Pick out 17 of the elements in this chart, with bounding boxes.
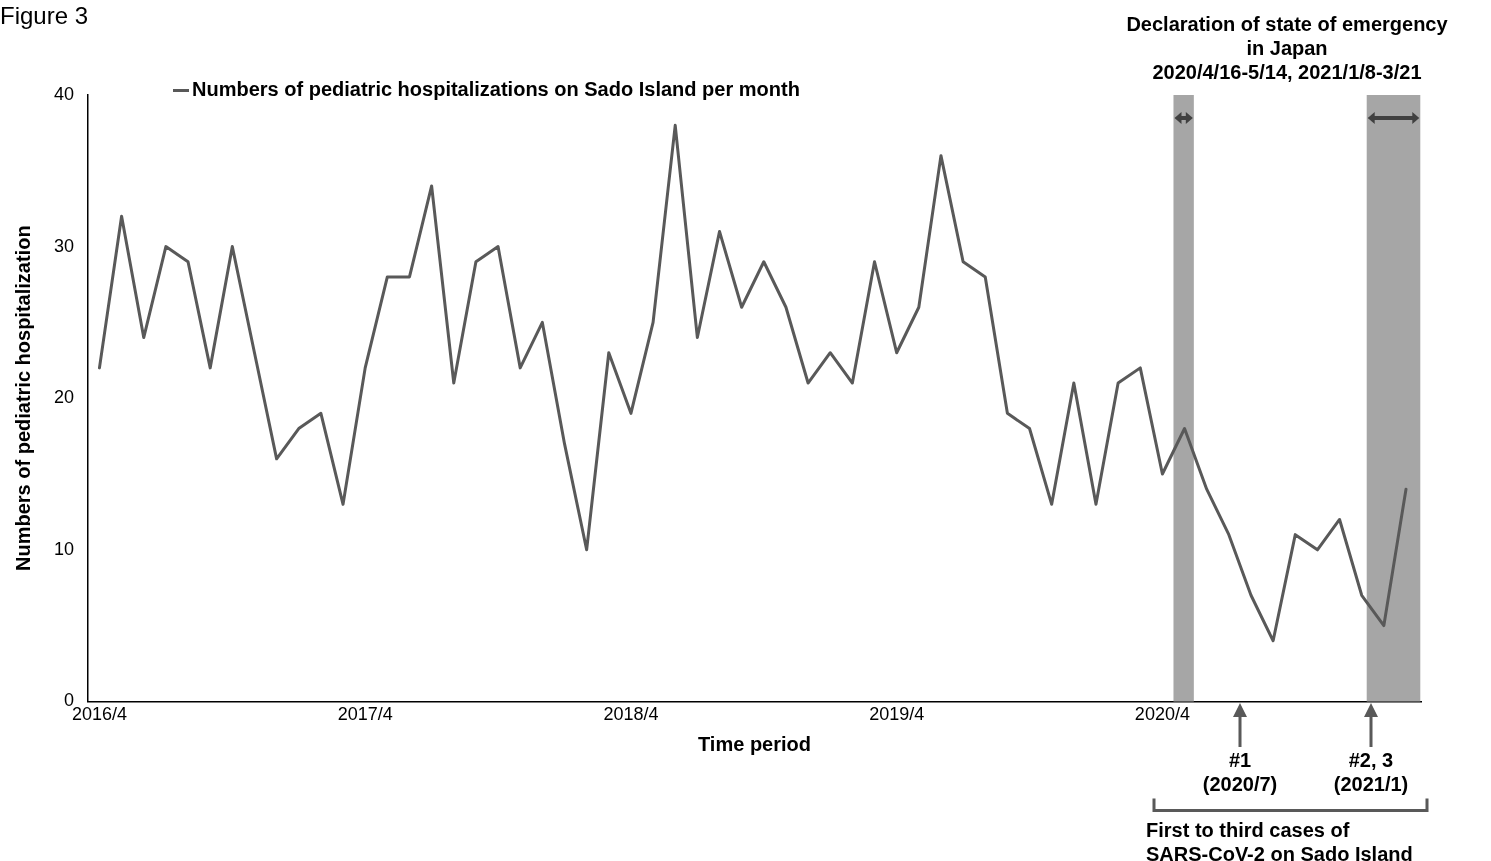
x-tick-label: 2019/4 [869,704,925,725]
x-tick-label: 2017/4 [337,704,393,725]
x-axis-title: Time period [698,732,812,755]
legend-label: Numbers of pediatric hospitalizations on Sado Island per month [191,77,800,101]
y-tick-label: 40 [53,83,75,104]
text: First to third cases of SARS-CoV-2 on Sado Island [1146,818,1414,861]
y-tick-label: 30 [53,235,75,256]
chart-title: Figure 3 [0,2,89,29]
text: #1 (2020/7) [1201,748,1279,797]
y-tick-label: 20 [53,387,75,408]
text: #2, 3 (2021/1) [1332,748,1410,797]
y-axis-title: Numbers of pediatric hospitalization [11,225,34,571]
y-tick-label: 10 [53,538,75,559]
text: Declaration of state of emergency in Japan 2020/4/16-5/14, 2021/1/8-3/21 [1125,12,1449,84]
x-tick-label: 2020/4 [1134,704,1190,725]
x-tick-label: 2018/4 [603,704,659,725]
x-tick-label: 2016/4 [71,704,127,725]
